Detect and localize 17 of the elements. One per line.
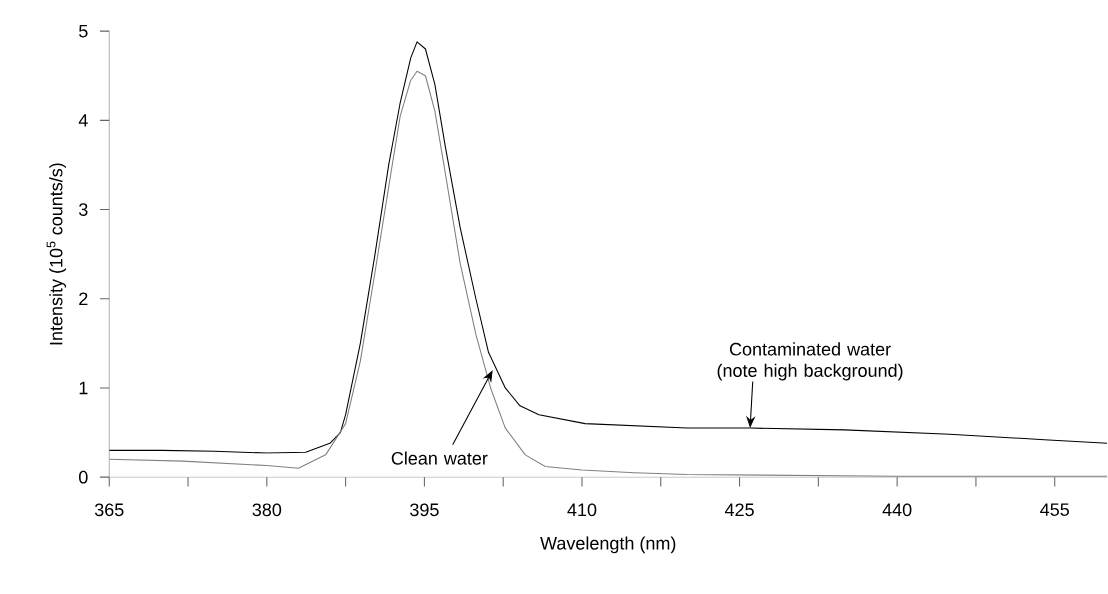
x-tick-label: 425 bbox=[724, 503, 754, 517]
x-tick-label: 395 bbox=[410, 503, 439, 517]
x-tick-label: 455 bbox=[1040, 503, 1069, 516]
annotation: Contaminated water (note high background) bbox=[717, 342, 903, 381]
x-tick-label: 365 bbox=[94, 503, 124, 517]
x-axis-title: Wavelength (nm) bbox=[540, 536, 676, 554]
y-tick-label: 0 bbox=[79, 470, 88, 484]
y-tick-label: 4 bbox=[78, 114, 88, 127]
annotation: Clean water bbox=[391, 451, 488, 465]
x-tick-label: 440 bbox=[882, 503, 912, 517]
x-tick-label: 380 bbox=[252, 503, 282, 517]
y-axis-title: Intensity (10$^{5}$ counts/s) bbox=[46, 163, 67, 345]
y-tick-label: 3 bbox=[79, 203, 88, 216]
y-tick-label: 1 bbox=[79, 381, 88, 395]
x-tick-label: 410 bbox=[567, 503, 597, 517]
y-tick-label: 2 bbox=[79, 292, 88, 306]
y-tick-label: 5 bbox=[79, 24, 88, 38]
